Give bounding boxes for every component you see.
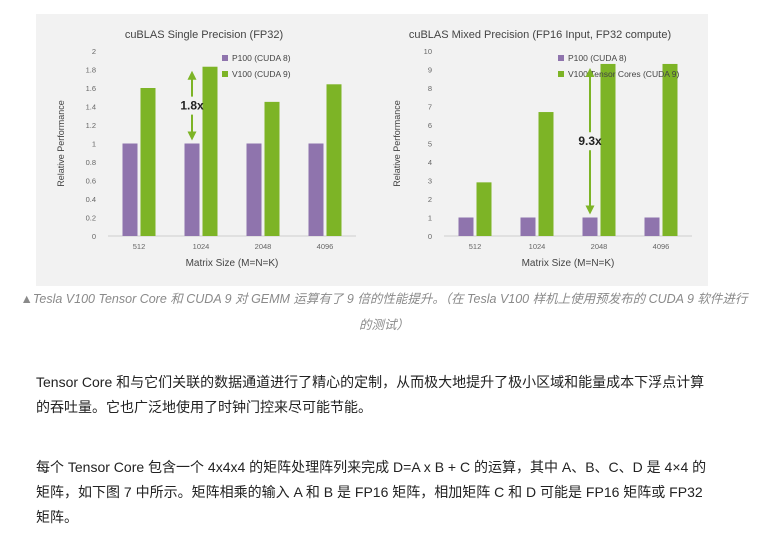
y-tick-label: 1.4 (86, 103, 96, 112)
y-tick-label: 1 (428, 214, 432, 223)
x-tick-label: 1024 (193, 242, 210, 251)
x-axis-label: Matrix Size (M=N=K) (186, 258, 279, 269)
y-tick-label: 2 (428, 195, 432, 204)
y-axis-label: Relative Performance (392, 100, 402, 187)
bar (122, 143, 138, 236)
figure-caption: ▲Tesla V100 Tensor Core 和 CUDA 9 对 GEMM … (20, 292, 748, 332)
annotation-arrowhead-up (187, 70, 197, 80)
annotation-arrowhead-down (585, 205, 595, 215)
legend-label: V100 Tensor Cores (CUDA 9) (568, 69, 680, 79)
y-tick-label: 0 (92, 232, 96, 241)
y-tick-label: 0.8 (86, 158, 96, 167)
chart-title: cuBLAS Single Precision (FP32) (125, 29, 283, 41)
bar (202, 66, 218, 236)
legend-label: P100 (CUDA 8) (232, 53, 291, 63)
legend-swatch (558, 55, 564, 61)
y-tick-label: 7 (428, 103, 432, 112)
bar (140, 88, 156, 236)
bar (308, 143, 324, 236)
x-tick-label: 1024 (529, 242, 546, 251)
x-tick-label: 4096 (653, 242, 670, 251)
chart-fp32: cuBLAS Single Precision (FP32) 0 0.2 0.4 0.6… (56, 29, 356, 269)
y-tick-label: 1.2 (86, 121, 96, 130)
chart-mixed-precision: cuBLAS Mixed Precision (FP16 Input, FP32… (392, 29, 692, 269)
legend-swatch (222, 55, 228, 61)
y-tick-label: 9 (428, 66, 432, 75)
bar (246, 143, 262, 236)
y-tick-label: 8 (428, 84, 432, 93)
annotation-arrowhead-up (585, 67, 595, 77)
annotation-arrowhead-down (187, 131, 197, 141)
bar (476, 182, 492, 236)
legend-label: P100 (CUDA 8) (568, 53, 627, 63)
x-tick-label: 512 (469, 242, 482, 251)
bar (458, 217, 474, 236)
bar (326, 84, 342, 236)
annotation-label: 1.8x (180, 99, 204, 113)
legend-label: V100 (CUDA 9) (232, 69, 291, 79)
y-tick-label: 1.6 (86, 84, 96, 93)
y-tick-label: 5 (428, 140, 432, 149)
bar (662, 63, 678, 237)
y-tick-label: 3 (428, 177, 432, 186)
y-tick-label: 4 (428, 158, 432, 167)
bar (600, 63, 616, 237)
y-tick-label: 6 (428, 121, 432, 130)
x-axis-label: Matrix Size (M=N=K) (522, 258, 615, 269)
y-tick-label: 2 (92, 47, 96, 56)
annotation-label: 9.3x (578, 134, 602, 148)
y-tick-label: 1 (92, 140, 96, 149)
bar (644, 217, 660, 236)
bar (184, 143, 200, 236)
bar (538, 112, 554, 236)
y-axis-label: Relative Performance (56, 100, 66, 187)
chart-title: cuBLAS Mixed Precision (FP16 Input, FP32… (409, 29, 671, 41)
x-tick-label: 512 (133, 242, 146, 251)
legend-swatch (558, 71, 564, 77)
paragraph-2: 每个 Tensor Core 包含一个 4x4x4 的矩阵处理阵列来完成 D=A… (36, 459, 707, 525)
y-tick-label: 0.4 (86, 195, 96, 204)
y-tick-label: 1.8 (86, 66, 96, 75)
y-tick-label: 0.2 (86, 214, 96, 223)
legend-swatch (222, 71, 228, 77)
charts-panel: cuBLAS Single Precision (FP32) 0 0.2 0.4 0.6… (36, 14, 708, 286)
y-tick-label: 0.6 (86, 177, 96, 186)
bar (520, 217, 536, 236)
bar (264, 101, 280, 236)
y-tick-label: 10 (424, 47, 432, 56)
x-tick-label: 2048 (255, 242, 272, 251)
paragraph-1: Tensor Core 和与它们关联的数据通道进行了精心的定制，从而极大地提升了… (36, 374, 705, 415)
x-tick-label: 2048 (591, 242, 608, 251)
bar (582, 217, 598, 236)
x-tick-label: 4096 (317, 242, 334, 251)
y-tick-label: 0 (428, 232, 432, 241)
